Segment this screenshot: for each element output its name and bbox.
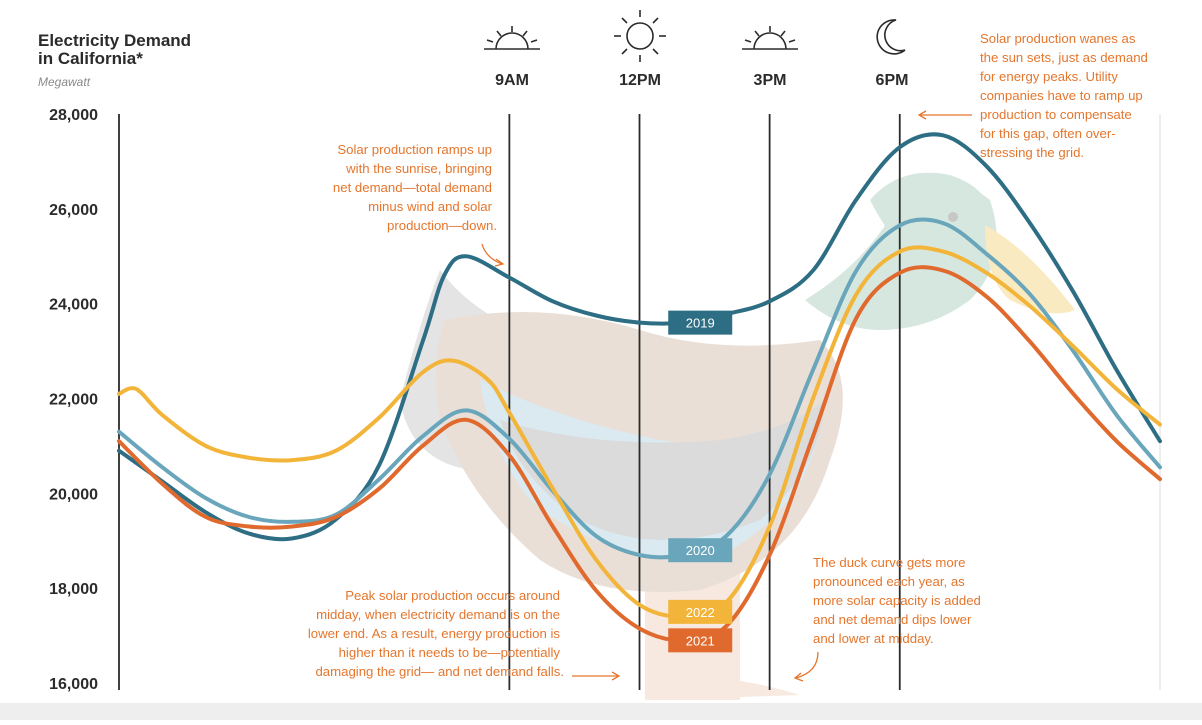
series-badge-bg xyxy=(668,599,733,624)
afternoon-sun-icon xyxy=(742,26,798,50)
vertical-gridlines xyxy=(118,114,1161,690)
series-badge-2019: 2019 xyxy=(668,310,733,335)
annotation-sunset-line: companies have to ramp up xyxy=(980,88,1143,103)
series-badge-2020: 2020 xyxy=(668,538,733,563)
chart-y-unit: Megawatt xyxy=(38,75,91,89)
time-label-6pm: 6PM xyxy=(876,72,909,89)
annotation-sunset-line: the sun sets, just as demand xyxy=(980,50,1148,65)
chart-title-line-1: Electricity Demand xyxy=(38,31,191,50)
annotation-sunrise-line: production—down. xyxy=(387,218,497,233)
series-line-2021 xyxy=(117,265,1162,643)
annotation-duck: The duck curve gets more pronounced each… xyxy=(793,555,981,682)
annotation-duck-line: more solar capacity is added xyxy=(813,593,981,608)
series-badge-bg xyxy=(668,628,733,653)
series-badge-label: 2021 xyxy=(686,633,715,648)
annotation-duck-arrow xyxy=(795,651,819,679)
series-badge-bg xyxy=(668,310,733,335)
annotation-sunset-line: stressing the grid. xyxy=(980,145,1084,160)
annotation-duck-line: and lower at midday. xyxy=(813,631,934,646)
y-tick-label: 24,000 xyxy=(49,297,98,314)
annotation-sunrise-line: minus wind and solar xyxy=(368,199,492,214)
annotation-sunset: Solar production wanes as the sun sets, … xyxy=(917,31,1148,160)
annotation-midday-line: midday, when electricity demand is on th… xyxy=(316,607,560,622)
time-label-9am: 9AM xyxy=(495,72,529,89)
footer-band xyxy=(0,703,1202,720)
y-tick-label: 28,000 xyxy=(49,107,98,124)
annotation-sunrise-line: Solar production ramps up xyxy=(337,142,492,157)
series-badge-2022: 2022 xyxy=(668,599,733,624)
y-tick-label: 20,000 xyxy=(49,486,98,503)
annotation-duck-line: The duck curve gets more xyxy=(813,555,965,570)
series-labels: 2019 2020 2021 2022 xyxy=(668,310,733,653)
annotation-sunrise-arrow xyxy=(481,243,503,265)
y-axis: 16,000 18,000 20,000 22,000 24,000 26,000 28,0… xyxy=(49,107,98,693)
annotation-sunset-line: for this gap, often over- xyxy=(980,126,1116,141)
duck-wing xyxy=(500,400,825,540)
sunrise-icon xyxy=(484,26,540,50)
series-line-2020 xyxy=(117,217,1162,560)
annotation-sunset-line: production to compensate xyxy=(980,107,1132,122)
annotation-sunset-line: Solar production wanes as xyxy=(980,31,1136,46)
annotation-sunrise: Solar production ramps up with the sunri… xyxy=(333,142,505,267)
series-line-2022 xyxy=(117,245,1162,619)
annotation-midday-line: Peak solar production occurs around xyxy=(345,588,560,603)
annotation-sunset-line: for energy peaks. Utility xyxy=(980,69,1118,84)
series-badge-label: 2019 xyxy=(686,316,715,331)
annotation-duck-line: pronounced each year, as xyxy=(813,574,965,589)
series-badge-label: 2022 xyxy=(686,605,715,620)
duck-eye xyxy=(948,212,958,222)
sun-icon xyxy=(614,10,666,62)
series-line-2019 xyxy=(117,132,1162,542)
y-tick-label: 26,000 xyxy=(49,202,98,219)
annotation-sunrise-line: net demand—total demand xyxy=(333,180,492,195)
series-badge-bg xyxy=(668,538,733,563)
annotation-duck-line: and net demand dips lower xyxy=(813,612,972,627)
series-layer xyxy=(117,132,1162,643)
duck-beak xyxy=(985,225,1075,314)
annotation-midday: Peak solar production occurs around midd… xyxy=(308,588,621,681)
annotation-sunrise-line: with the sunrise, bringing xyxy=(345,161,492,176)
y-tick-label: 18,000 xyxy=(49,581,98,598)
series-badge-2021: 2021 xyxy=(668,628,733,653)
y-tick-label: 22,000 xyxy=(49,392,98,409)
time-label-3pm: 3PM xyxy=(754,72,787,89)
annotation-midday-line: damaging the grid— and net demand falls. xyxy=(315,664,564,679)
chart-title-line-2: in California* xyxy=(38,49,143,68)
annotation-midday-line: lower end. As a result, energy productio… xyxy=(308,626,561,641)
series-badge-label: 2020 xyxy=(686,543,715,558)
y-tick-label: 16,000 xyxy=(49,676,98,693)
annotation-midday-line: higher than it needs to be—potentially xyxy=(339,645,561,660)
moon-icon xyxy=(876,19,906,55)
time-label-12pm: 12PM xyxy=(619,72,661,89)
duck-foot xyxy=(650,677,800,700)
